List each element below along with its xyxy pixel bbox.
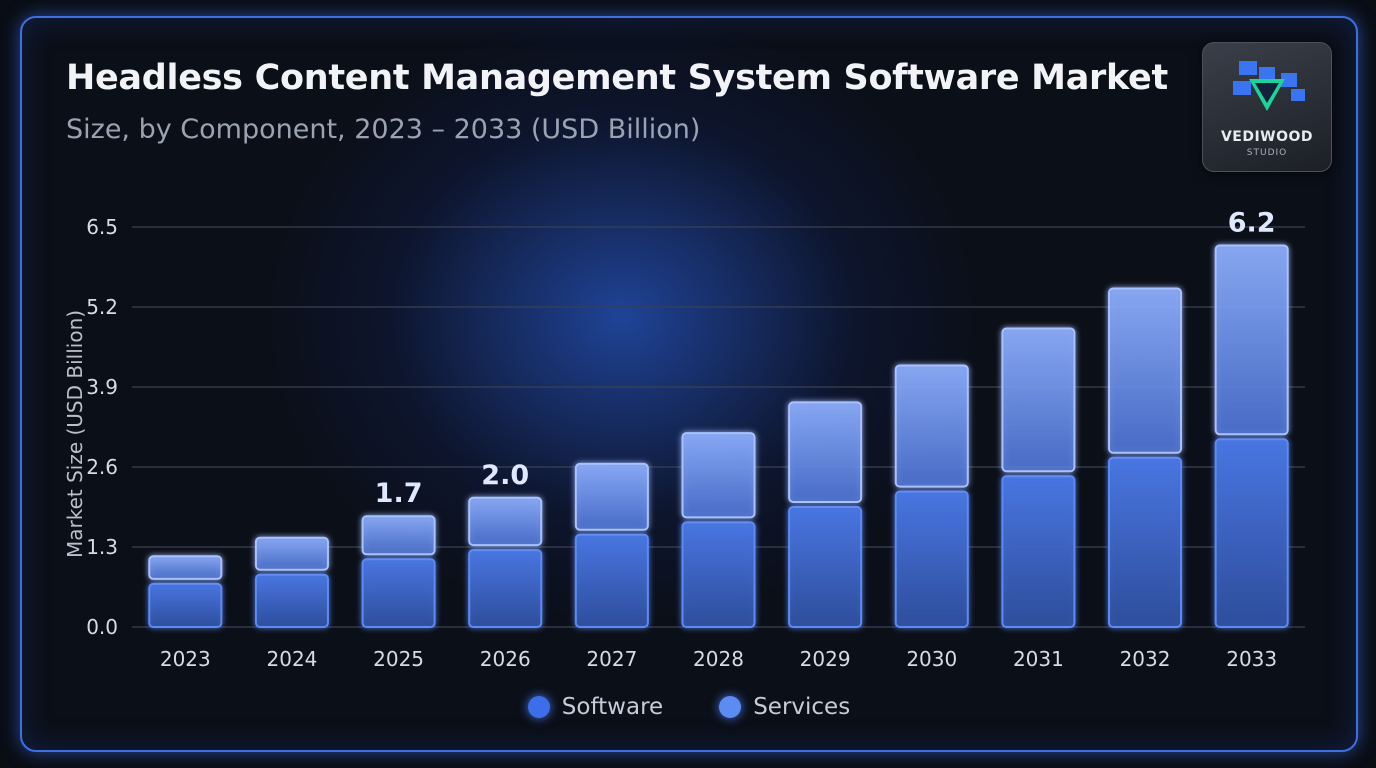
x-tick-label: 2024 bbox=[267, 647, 318, 671]
bar-services-2028[interactable] bbox=[681, 432, 756, 519]
y-tick-label: 6.5 bbox=[86, 215, 118, 239]
data-label-2033: 6.2 bbox=[1228, 207, 1276, 238]
vediwood-logo-icon: VEDIWOOD STUDIO bbox=[1202, 42, 1332, 172]
x-tick-label: 2026 bbox=[480, 647, 531, 671]
y-tick-label: 3.9 bbox=[86, 375, 118, 399]
bar-services-2027[interactable] bbox=[574, 462, 649, 531]
y-tick-label: 0.0 bbox=[86, 615, 118, 639]
data-label-2025: 1.7 bbox=[375, 478, 423, 509]
bar-services-2024[interactable] bbox=[254, 536, 329, 571]
bar-services-2029[interactable] bbox=[788, 401, 863, 503]
bar-software-2033[interactable] bbox=[1214, 438, 1289, 628]
bar-software-2032[interactable] bbox=[1108, 456, 1183, 628]
bar-services-2033[interactable] bbox=[1214, 244, 1289, 436]
software-swatch-icon bbox=[527, 696, 550, 718]
bar-services-2025[interactable] bbox=[361, 515, 436, 556]
bar-software-2029[interactable] bbox=[788, 506, 863, 628]
legend-item-services[interactable]: Services bbox=[719, 694, 850, 720]
bar-software-2027[interactable] bbox=[574, 533, 649, 629]
chart-subtitle: Size, by Component, 2023 – 2033 (USD Bil… bbox=[66, 114, 701, 145]
logo-subtitle: STUDIO bbox=[1246, 148, 1288, 158]
y-tick-label: 2.6 bbox=[86, 455, 118, 479]
bar-services-2030[interactable] bbox=[894, 364, 969, 488]
bar-software-2024[interactable] bbox=[254, 573, 329, 629]
y-tick-label: 5.2 bbox=[86, 295, 118, 319]
services-swatch-icon bbox=[719, 696, 742, 718]
legend-item-software[interactable]: Software bbox=[527, 694, 664, 720]
logo-name: VEDIWOOD bbox=[1220, 129, 1314, 145]
legend-label-services: Services bbox=[753, 694, 851, 720]
bar-software-2031[interactable] bbox=[1001, 475, 1076, 628]
x-tick-label: 2033 bbox=[1226, 647, 1277, 671]
bar-services-2031[interactable] bbox=[1001, 327, 1076, 473]
x-tick-label: 2028 bbox=[693, 647, 744, 671]
legend-label-software: Software bbox=[561, 694, 664, 720]
bar-software-2023[interactable] bbox=[148, 582, 223, 629]
chart-title: Headless Content Management System Softw… bbox=[66, 58, 1168, 98]
x-tick-label: 2031 bbox=[1013, 647, 1064, 671]
chart-legend: Software Services bbox=[22, 694, 1356, 720]
bar-software-2026[interactable] bbox=[468, 549, 543, 628]
x-tick-label: 2027 bbox=[586, 647, 637, 671]
chart-frame: Headless Content Management System Softw… bbox=[20, 16, 1358, 752]
bar-services-2026[interactable] bbox=[468, 496, 543, 547]
bar-services-2032[interactable] bbox=[1108, 287, 1183, 454]
y-axis-label: Market Size (USD Billion) bbox=[63, 310, 87, 558]
bar-software-2028[interactable] bbox=[681, 521, 756, 628]
x-tick-label: 2032 bbox=[1120, 647, 1171, 671]
bar-services-2023[interactable] bbox=[148, 555, 223, 580]
bar-chart: Market Size (USD Billion) 0.0 1.3 2.6 3.9 5.… bbox=[63, 207, 1305, 671]
data-label-2026: 2.0 bbox=[481, 460, 529, 491]
bar-software-2025[interactable] bbox=[361, 558, 436, 628]
bar-software-2030[interactable] bbox=[894, 490, 969, 628]
x-tick-label: 2025 bbox=[373, 647, 424, 671]
x-tick-label: 2029 bbox=[800, 647, 851, 671]
y-tick-label: 1.3 bbox=[86, 535, 118, 559]
x-tick-label: 2023 bbox=[160, 647, 211, 671]
x-tick-label: 2030 bbox=[906, 647, 957, 671]
